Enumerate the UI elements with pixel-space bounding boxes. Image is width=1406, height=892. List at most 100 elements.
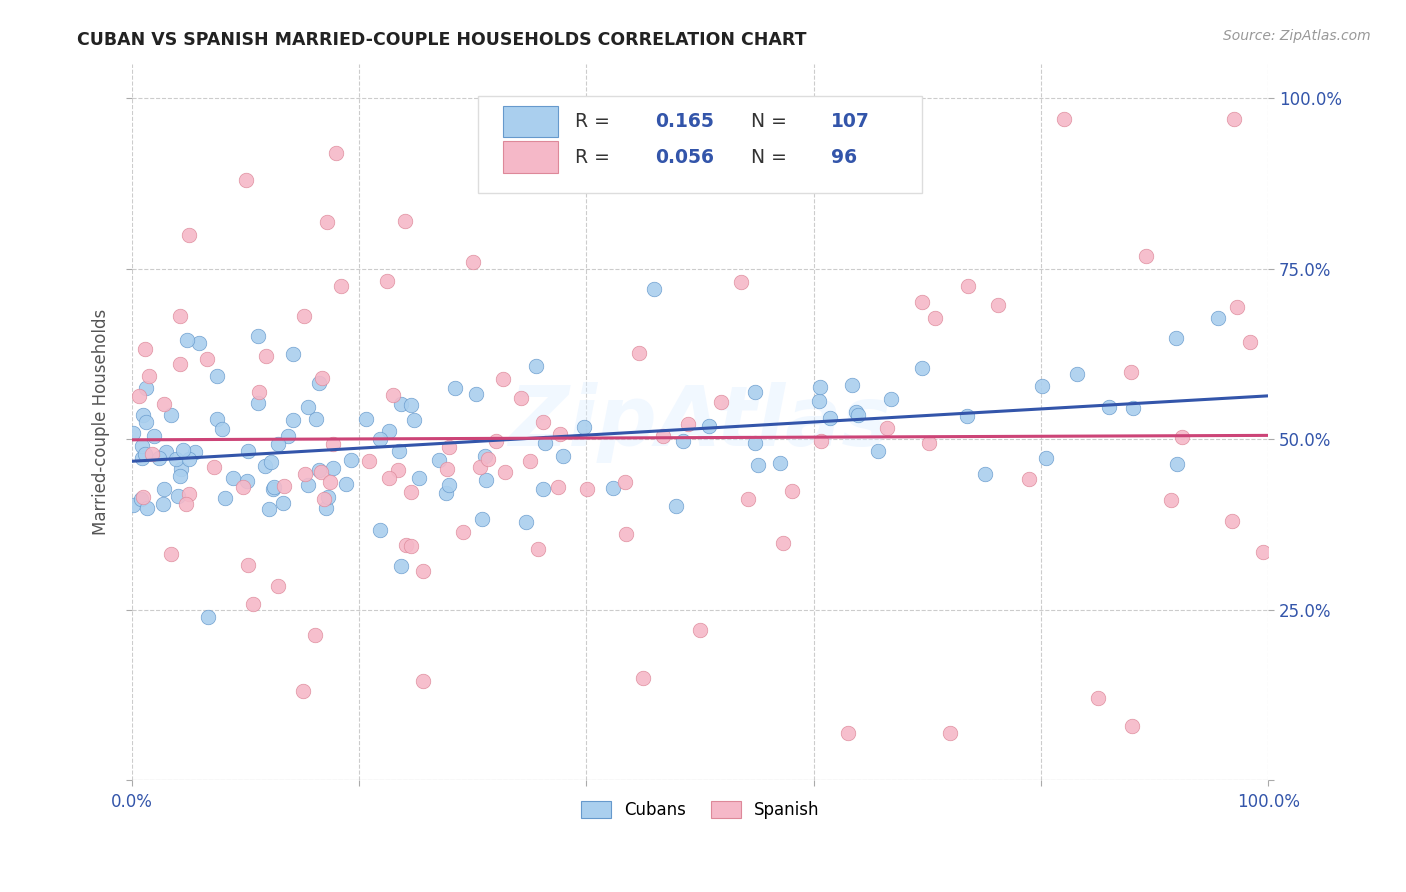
- Point: [134, 342, 156, 356]
- Point: [399, 484, 422, 499]
- Point: [172, 442, 194, 457]
- Point: [710, 395, 733, 409]
- Point: [818, 410, 841, 425]
- Point: [602, 481, 624, 495]
- Bar: [503, 105, 558, 137]
- Point: [524, 359, 547, 373]
- Point: [169, 357, 191, 371]
- Point: [633, 671, 655, 685]
- Point: [444, 381, 467, 395]
- Point: [956, 409, 979, 424]
- Point: [868, 444, 890, 458]
- Point: [534, 436, 557, 450]
- Point: [267, 579, 290, 593]
- Point: [880, 392, 903, 406]
- Point: [195, 352, 218, 367]
- Point: [1053, 112, 1076, 126]
- Point: [911, 295, 934, 310]
- Point: [394, 214, 416, 228]
- Point: [141, 447, 163, 461]
- Point: [304, 628, 326, 642]
- Point: [1226, 300, 1249, 314]
- Point: [176, 333, 198, 347]
- Point: [465, 387, 488, 401]
- Point: [1251, 545, 1274, 559]
- Point: [1119, 365, 1142, 379]
- Point: [769, 456, 792, 470]
- Text: Source: ZipAtlas.com: Source: ZipAtlas.com: [1223, 29, 1371, 43]
- Text: 0.165: 0.165: [655, 112, 713, 131]
- Point: [197, 609, 219, 624]
- Point: [531, 482, 554, 496]
- Point: [314, 491, 336, 506]
- Point: [254, 349, 277, 363]
- Point: [924, 311, 946, 326]
- Point: [939, 725, 962, 739]
- Text: ZipAtlas: ZipAtlas: [509, 382, 891, 463]
- Point: [810, 434, 832, 448]
- Point: [135, 381, 157, 395]
- Point: [325, 145, 347, 160]
- Point: [153, 482, 176, 496]
- Point: [553, 449, 575, 463]
- Point: [330, 278, 353, 293]
- Point: [772, 536, 794, 550]
- Point: [1208, 311, 1230, 326]
- Point: [174, 497, 197, 511]
- Point: [808, 393, 831, 408]
- Point: [204, 459, 226, 474]
- Point: [1166, 457, 1188, 471]
- Point: [437, 441, 460, 455]
- Point: [368, 432, 391, 446]
- Point: [155, 445, 177, 459]
- Point: [477, 452, 499, 467]
- Point: [918, 435, 941, 450]
- Point: [291, 683, 314, 698]
- Point: [408, 471, 430, 485]
- Point: [273, 478, 295, 492]
- Point: [340, 452, 363, 467]
- Point: [260, 455, 283, 469]
- Point: [451, 524, 474, 539]
- Point: [205, 369, 228, 384]
- Point: [169, 462, 191, 476]
- Point: [1121, 719, 1143, 733]
- Point: [322, 436, 344, 450]
- Point: [232, 480, 254, 494]
- Legend: Cubans, Spanish: Cubans, Spanish: [574, 794, 827, 826]
- Point: [492, 371, 515, 385]
- Point: [401, 398, 423, 412]
- Point: [1066, 367, 1088, 381]
- Point: [1160, 492, 1182, 507]
- Point: [845, 405, 868, 419]
- Point: [548, 426, 571, 441]
- Point: [297, 478, 319, 492]
- Point: [1171, 430, 1194, 444]
- Point: [262, 482, 284, 496]
- Point: [382, 387, 405, 401]
- Point: [1018, 472, 1040, 486]
- Point: [613, 475, 636, 490]
- Point: [614, 527, 637, 541]
- Point: [129, 491, 152, 506]
- Point: [461, 255, 484, 269]
- Point: [1031, 379, 1053, 393]
- Point: [737, 492, 759, 507]
- Point: [356, 411, 378, 425]
- Point: [401, 540, 423, 554]
- Point: [160, 547, 183, 561]
- Text: CUBAN VS SPANISH MARRIED-COUPLE HOUSEHOLDS CORRELATION CHART: CUBAN VS SPANISH MARRIED-COUPLE HOUSEHOL…: [77, 31, 807, 49]
- Point: [263, 480, 285, 494]
- Point: [283, 347, 305, 361]
- Point: [131, 451, 153, 466]
- Point: [412, 564, 434, 578]
- Point: [294, 467, 316, 481]
- Point: [1164, 331, 1187, 345]
- Point: [128, 389, 150, 403]
- Point: [1223, 112, 1246, 126]
- Point: [515, 516, 537, 530]
- Point: [388, 444, 411, 458]
- Point: [188, 336, 211, 351]
- Point: [484, 434, 506, 448]
- Point: [1098, 400, 1121, 414]
